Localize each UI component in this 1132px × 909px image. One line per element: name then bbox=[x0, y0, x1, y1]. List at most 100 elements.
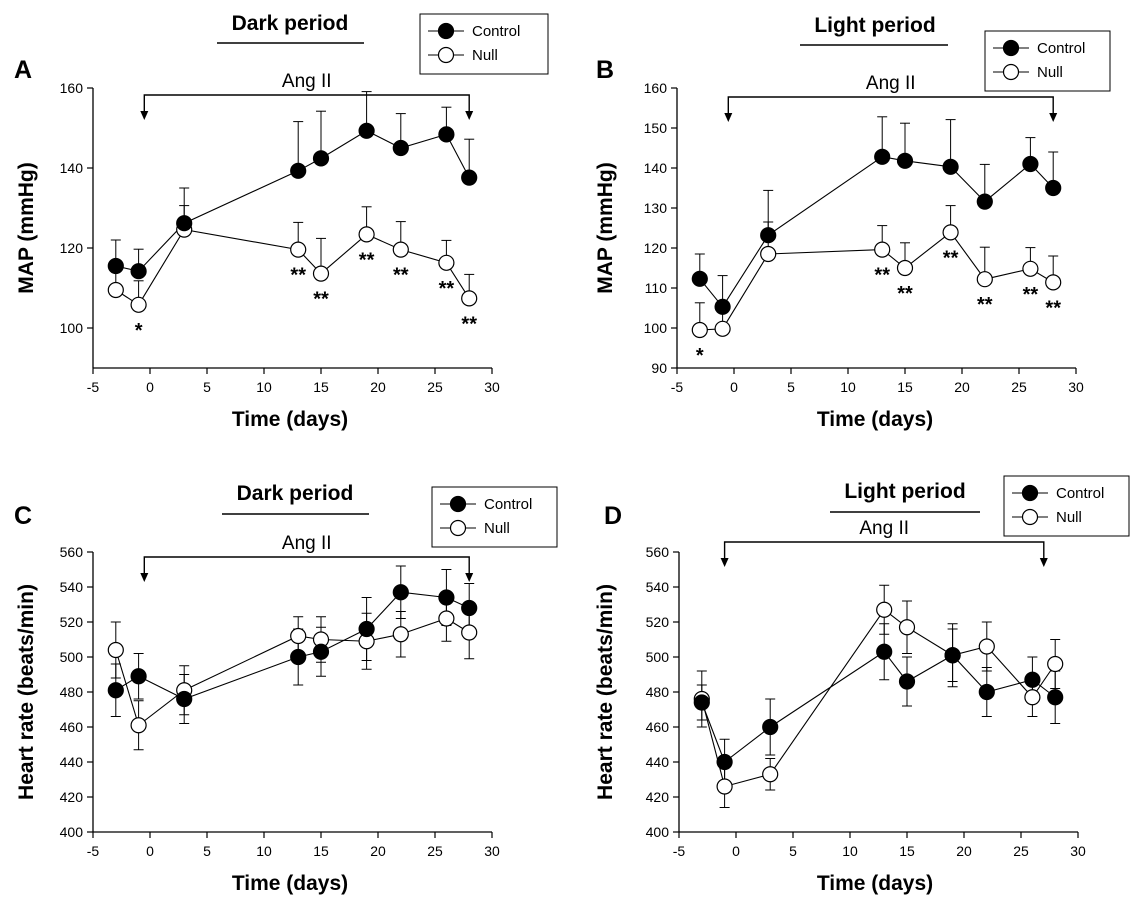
x-axis-title: Time (days) bbox=[817, 408, 933, 431]
treatment-label: Ang II bbox=[282, 71, 332, 92]
data-point-control bbox=[176, 690, 193, 708]
arrow-head bbox=[465, 573, 474, 582]
panel-title: Dark period bbox=[237, 482, 354, 505]
legend-marker bbox=[1021, 484, 1039, 502]
data-point-control bbox=[1045, 179, 1062, 197]
series-line bbox=[115, 591, 470, 700]
x-tick-label: 25 bbox=[427, 379, 443, 395]
y-tick-label: 140 bbox=[644, 160, 668, 176]
legend-marker bbox=[1002, 39, 1020, 57]
x-tick-label: 0 bbox=[146, 843, 154, 859]
x-tick-label: 5 bbox=[787, 379, 795, 395]
significance-marker: ** bbox=[943, 247, 959, 269]
x-tick-label: 15 bbox=[897, 379, 913, 395]
data-point-control bbox=[438, 589, 455, 606]
significance-marker: ** bbox=[977, 294, 993, 316]
data-point-null bbox=[978, 638, 995, 655]
significance-marker: ** bbox=[1045, 297, 1061, 319]
legend-marker bbox=[449, 519, 467, 537]
chart-panel-a: 100 120 140 160 -5 0 5 10 15 20 25 30 Time (days) MAP… bbox=[14, 12, 549, 431]
data-point-null bbox=[762, 766, 779, 783]
legend-label: Control bbox=[472, 23, 520, 40]
y-tick-label: 120 bbox=[60, 240, 84, 256]
arrow-head bbox=[1049, 113, 1058, 122]
legend-marker bbox=[1002, 63, 1020, 81]
chart-panel-d: 400 420 440 460 480 500 520 540 560 -5 0 5 10 15 20 25 3… bbox=[594, 475, 1130, 895]
panel-letter: B bbox=[596, 56, 614, 84]
data-point-control bbox=[290, 162, 307, 179]
chart-panel-b: 90 100 110 120 130 140 150 160 -5 0 5 10 15 20 25 30 Tim… bbox=[594, 14, 1111, 431]
y-tick-label: 140 bbox=[60, 160, 84, 176]
legend: Control Null bbox=[1003, 475, 1130, 537]
treatment-bracket bbox=[720, 541, 1048, 567]
legend-marker bbox=[1021, 508, 1039, 526]
x-tick-label: 30 bbox=[484, 843, 500, 859]
data-point-null bbox=[107, 641, 124, 659]
legend-label: Null bbox=[1056, 509, 1082, 526]
x-tick-label: -5 bbox=[87, 379, 100, 395]
y-axis-title: MAP (mmHg) bbox=[15, 162, 38, 293]
treatment-label: Ang II bbox=[282, 533, 332, 554]
data-point-control bbox=[714, 298, 731, 315]
panel-title: Dark period bbox=[232, 12, 349, 35]
data-point-control bbox=[461, 169, 478, 186]
series-line bbox=[701, 608, 1056, 788]
significance-marker: ** bbox=[897, 283, 913, 305]
data-point-control bbox=[896, 152, 914, 169]
data-point-control bbox=[358, 122, 375, 139]
data-point-control bbox=[461, 599, 478, 617]
data-point-null bbox=[876, 601, 893, 618]
panel-title: Light period bbox=[814, 14, 935, 37]
x-tick-label: 5 bbox=[203, 843, 211, 859]
arrow-head bbox=[720, 558, 729, 567]
legend: Control Null bbox=[419, 13, 549, 75]
significance-marker: ** bbox=[359, 249, 375, 271]
treatment-bracket bbox=[140, 556, 474, 582]
data-point-null bbox=[290, 241, 307, 258]
data-point-null bbox=[714, 320, 731, 337]
data-point-control bbox=[1024, 671, 1041, 688]
y-tick-label: 540 bbox=[60, 579, 84, 595]
y-tick-label: 90 bbox=[651, 360, 667, 376]
y-axis-title: Heart rate (beats/min) bbox=[15, 584, 38, 800]
data-point-null bbox=[312, 265, 330, 282]
y-tick-label: 460 bbox=[60, 719, 84, 735]
data-point-control bbox=[107, 682, 124, 699]
panel-letter: D bbox=[604, 502, 622, 530]
data-point-null bbox=[358, 226, 375, 243]
x-tick-label: 10 bbox=[256, 379, 272, 395]
y-tick-label: 480 bbox=[646, 684, 670, 700]
x-axis-title: Time (days) bbox=[232, 408, 348, 431]
y-tick-label: 420 bbox=[60, 789, 84, 805]
treatment-bracket bbox=[724, 96, 1058, 122]
y-tick-label: 520 bbox=[60, 614, 84, 630]
y-tick-label: 100 bbox=[644, 320, 668, 336]
significance-marker: ** bbox=[874, 265, 890, 287]
panel-letter: A bbox=[14, 56, 32, 84]
data-point-null bbox=[392, 241, 409, 258]
x-tick-label: 30 bbox=[1068, 379, 1084, 395]
data-point-null bbox=[130, 296, 147, 313]
chart-panel-c: 400 420 440 460 480 500 520 540 560 -5 0 5 10 15 20 25 3… bbox=[14, 482, 558, 895]
x-tick-label: -5 bbox=[87, 843, 100, 859]
data-point-null bbox=[942, 224, 959, 241]
data-point-null bbox=[461, 290, 478, 307]
y-tick-label: 460 bbox=[646, 719, 670, 735]
x-tick-label: 30 bbox=[1070, 843, 1086, 859]
data-point-control bbox=[130, 668, 147, 685]
data-point-null bbox=[976, 271, 993, 288]
significance-marker: * bbox=[696, 345, 704, 367]
data-point-control bbox=[392, 584, 409, 601]
data-point-control bbox=[107, 257, 124, 275]
data-point-control bbox=[392, 139, 409, 157]
arrow-head bbox=[465, 111, 474, 120]
data-point-control bbox=[876, 643, 893, 660]
arrow-head bbox=[140, 573, 149, 582]
data-point-control bbox=[176, 215, 193, 232]
legend-label: Null bbox=[484, 520, 510, 537]
x-tick-label: 25 bbox=[1011, 379, 1027, 395]
data-point-control bbox=[944, 647, 961, 664]
data-point-control bbox=[693, 694, 710, 711]
series-line bbox=[701, 651, 1056, 763]
legend-marker bbox=[437, 22, 455, 40]
